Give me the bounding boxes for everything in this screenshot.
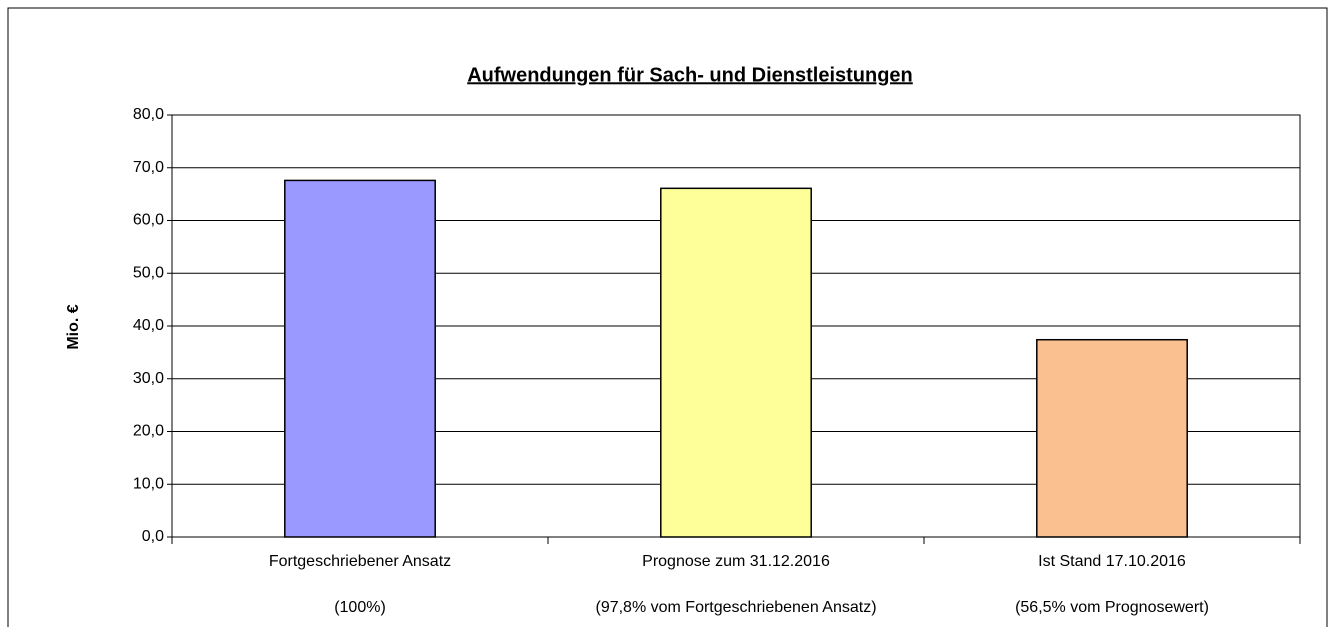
- y-tick-label: 50,0: [133, 264, 164, 281]
- y-tick-label: 20,0: [133, 423, 164, 440]
- y-axis-label: Mio. €: [65, 304, 82, 349]
- bar: [1036, 338, 1188, 538]
- x-tick-note: (97,8% vom Fortgeschriebenen Ansatz): [595, 599, 876, 616]
- y-tick-label: 60,0: [133, 212, 164, 229]
- y-tick-label: 40,0: [133, 317, 164, 334]
- y-tick-label: 0,0: [142, 528, 164, 545]
- y-tick-label: 70,0: [133, 159, 164, 176]
- bar: [284, 179, 436, 538]
- x-tick-label: Ist Stand 17.10.2016: [1038, 553, 1186, 570]
- x-tick-label: Fortgeschriebener Ansatz: [269, 553, 451, 570]
- x-tick-note: (56,5% vom Prognosewert): [1015, 599, 1209, 616]
- x-tick-label: Prognose zum 31.12.2016: [642, 553, 830, 570]
- y-tick-label: 30,0: [133, 370, 164, 387]
- x-tick-note: (100%): [334, 599, 386, 616]
- chart-title: Aufwendungen für Sach- und Dienstleistun…: [467, 64, 913, 86]
- y-tick-label: 80,0: [133, 106, 164, 123]
- bar: [660, 187, 812, 538]
- y-tick-label: 10,0: [133, 475, 164, 492]
